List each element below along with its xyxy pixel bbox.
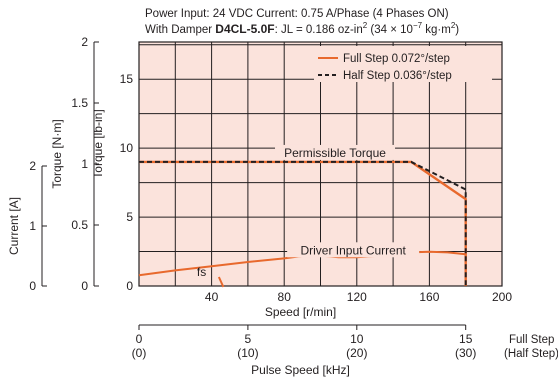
- driver-input-current-label-bg: [287, 242, 420, 258]
- torque-lbin-tick-label: 0: [126, 279, 133, 293]
- pulse-speed-half-step-tick-label: (0): [132, 346, 147, 360]
- driver-input-current-label: Driver Input Current: [300, 243, 406, 257]
- pulse-speed-half-step-tick-label: (30): [455, 346, 476, 360]
- chart-header-line-2: With Damper D4CL-5.0F: JL = 0.186 oz-in2…: [145, 22, 459, 37]
- torque-nm-axis-label: Torque [N·m]: [50, 119, 64, 188]
- header-inertia: : JL = 0.186 oz-in: [274, 24, 363, 36]
- header-si-exponent-2: 2: [450, 21, 456, 31]
- x-tick-label: 80: [278, 290, 292, 304]
- chart-header-line-1: Power Input: 24 VDC Current: 0.75 A/Phas…: [145, 7, 449, 21]
- legend-box: [314, 46, 492, 82]
- fs-label: fs: [197, 265, 206, 279]
- torque-lbin-tick-label: 5: [126, 210, 133, 224]
- current-tick-label: 1: [29, 219, 36, 233]
- pulse-speed-half-step-tick-label: (20): [346, 346, 367, 360]
- permissible-torque-label: Permissible Torque: [284, 146, 386, 160]
- x-tick-label: 160: [419, 290, 439, 304]
- torque-lbin-tick-label: 15: [120, 72, 134, 86]
- current-axis-label: Current [A]: [7, 197, 21, 255]
- pulse-speed-full-step-tick-label: 10: [350, 332, 364, 346]
- header-si-unit: kg·m: [422, 24, 451, 36]
- torque-nm-tick-label: 0: [81, 279, 88, 293]
- fs-marker-line: [217, 276, 225, 288]
- plot-frame: [138, 41, 503, 287]
- torque-nm-tick-label: 2: [81, 35, 88, 49]
- torque-lbin-axis-label: Torque [lb-in]: [91, 109, 105, 178]
- header-si-exponent: −7: [412, 21, 423, 31]
- pulse-speed-axis-label: Pulse Speed [kHz]: [251, 363, 350, 377]
- torque-nm-tick-label: 1: [81, 157, 88, 171]
- x-tick-label: 120: [347, 290, 367, 304]
- current-tick-label: 0: [29, 279, 36, 293]
- pulse-speed-full-step-tick-label: 15: [459, 332, 473, 346]
- header-damper-prefix: With Damper: [145, 24, 216, 36]
- pulse-speed-half-step-tick-label: (10): [237, 346, 258, 360]
- pulse-speed-full-step-label: Full Step: [509, 334, 554, 346]
- torque-nm-tick-label: 0.5: [71, 218, 88, 232]
- header-inertia-exponent: 2: [362, 21, 368, 31]
- header-close: ): [455, 24, 460, 36]
- legend-half-step-label: Half Step 0.036°/step: [343, 70, 452, 82]
- x-tick-label: 40: [205, 290, 219, 304]
- pulse-speed-full-step-tick-label: 5: [245, 332, 252, 346]
- legend-full-step-label: Full Step 0.072°/step: [343, 53, 450, 65]
- header-si-open: (34 × 10: [367, 24, 413, 36]
- pulse-speed-full-step-tick-label: 0: [136, 332, 143, 346]
- permissible-torque-label-bg: [275, 144, 396, 160]
- damper-model: D4CL-5.0F: [215, 22, 275, 36]
- x-tick-label: 200: [492, 290, 512, 304]
- pulse-speed-half-step-label: (Half Step): [504, 348, 558, 360]
- torque-nm-tick-label: 1.5: [71, 96, 88, 110]
- current-tick-label: 2: [29, 159, 36, 173]
- header-line-1-text: Power Input: 24 VDC Current: 0.75 A/Phas…: [145, 8, 449, 20]
- half-step-series-line: [139, 160, 467, 286]
- x-axis-label: Speed [r/min]: [265, 305, 336, 319]
- torque-lbin-tick-label: 10: [120, 141, 134, 155]
